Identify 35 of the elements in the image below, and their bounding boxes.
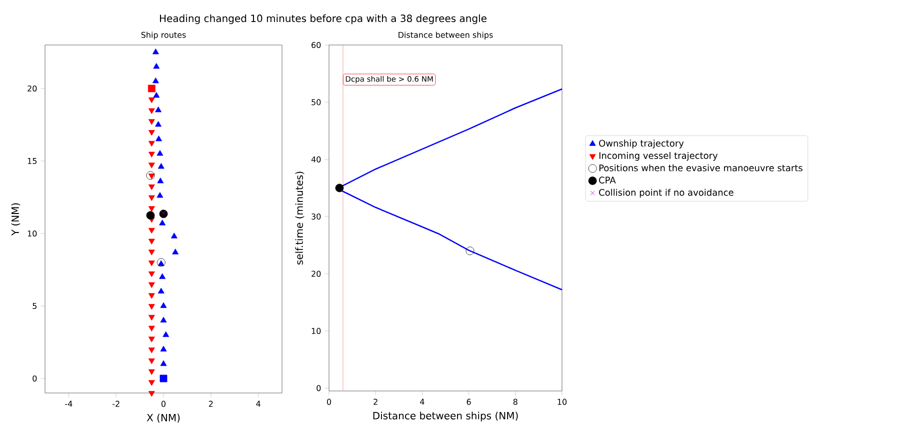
x-tick-label: -2 xyxy=(112,400,120,407)
x-axis-title: X (NM) xyxy=(146,414,180,423)
x-tick-label: 6 xyxy=(466,398,471,405)
x-tick-label: 0 xyxy=(326,398,332,405)
chart-subtitle: Distance between ships xyxy=(398,32,493,40)
chart-subtitle: Ship routes xyxy=(141,32,186,40)
y-tick-label: 5 xyxy=(32,303,37,309)
y-tick-label: 20 xyxy=(312,270,321,277)
text: Heading changed 10 minutes before cpa with a 38 degrees angle xyxy=(160,14,486,24)
legend-label: Incoming vessel trajectory xyxy=(599,152,718,161)
y-tick-label: 10 xyxy=(312,328,321,334)
y-tick-label: 40 xyxy=(311,156,321,162)
x-tick-label: 10 xyxy=(558,398,567,405)
legend-label: Collision point if no avoidance xyxy=(599,188,734,198)
x-axis-title: Distance between ships (NM) xyxy=(373,412,518,422)
y-tick-label: 15 xyxy=(28,158,37,164)
x-tick-label: 0 xyxy=(162,400,166,407)
x-tick-label: 2 xyxy=(374,398,378,405)
y-tick-label: 20 xyxy=(28,85,37,92)
x-tick-label: 2 xyxy=(208,400,213,407)
y-tick-label: 0 xyxy=(316,385,321,392)
x-tick-label: -4 xyxy=(65,400,72,407)
legend-label: CPA xyxy=(599,176,616,184)
y-axis-title: Y (NM) xyxy=(11,203,20,236)
y-tick-label: 60 xyxy=(312,42,321,48)
y-tick-label: 0 xyxy=(32,375,37,382)
y-axis-title: self.time (minutes) xyxy=(295,172,304,265)
x-tick-label: 8 xyxy=(513,398,518,405)
x-tick-label: 4 xyxy=(256,400,260,407)
y-tick-label: 50 xyxy=(312,99,321,106)
x-tick-label: 4 xyxy=(420,398,424,405)
y-tick-label: 10 xyxy=(28,230,37,237)
legend-label: Ownship trajectory xyxy=(599,140,684,148)
y-tick-label: 30 xyxy=(312,214,321,220)
legend-label: Positions when the evasive manoeuvre starts xyxy=(599,164,802,172)
